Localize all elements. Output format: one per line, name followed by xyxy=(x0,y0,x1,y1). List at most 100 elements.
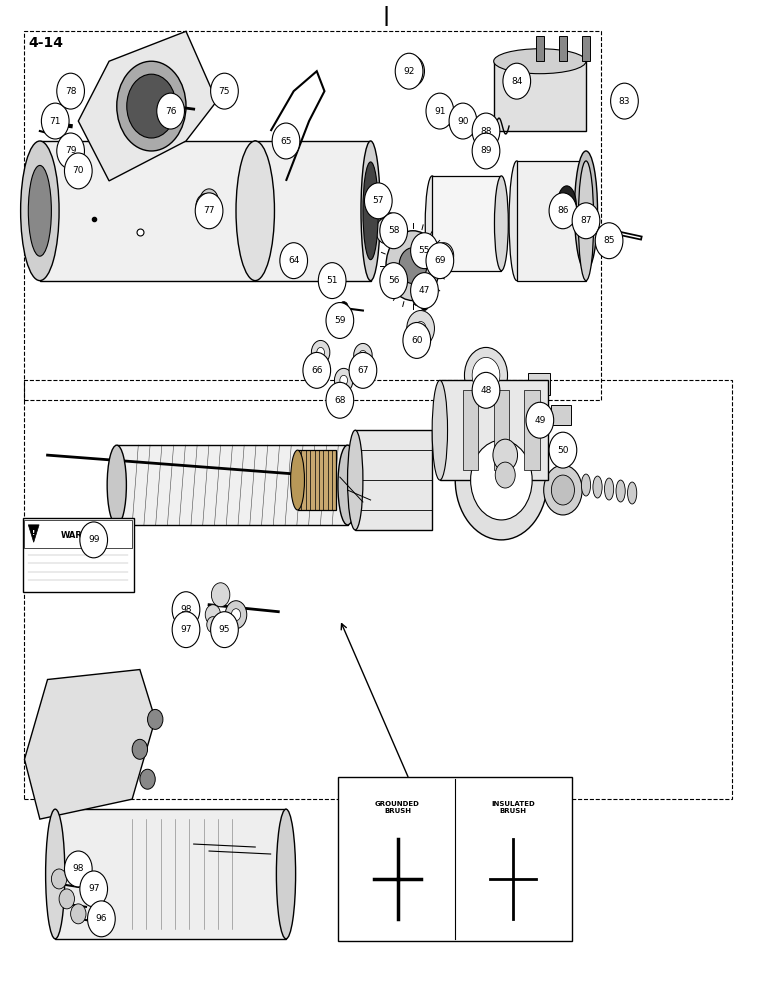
Circle shape xyxy=(57,133,84,169)
Circle shape xyxy=(65,153,92,189)
Circle shape xyxy=(147,709,163,729)
Bar xyxy=(516,161,586,281)
Circle shape xyxy=(303,352,330,388)
Text: 78: 78 xyxy=(65,87,76,96)
Circle shape xyxy=(334,368,353,392)
Text: 4-14: 4-14 xyxy=(29,36,63,50)
Circle shape xyxy=(211,612,239,648)
Ellipse shape xyxy=(46,809,65,939)
Circle shape xyxy=(80,871,107,907)
Ellipse shape xyxy=(509,161,524,281)
Circle shape xyxy=(380,213,400,239)
Circle shape xyxy=(426,93,454,129)
Text: 47: 47 xyxy=(418,286,430,295)
Text: 97: 97 xyxy=(88,884,100,893)
Circle shape xyxy=(42,103,69,139)
Circle shape xyxy=(311,340,330,364)
Ellipse shape xyxy=(604,478,614,500)
Text: 75: 75 xyxy=(218,87,230,96)
Ellipse shape xyxy=(363,162,378,260)
Polygon shape xyxy=(25,670,155,819)
Bar xyxy=(25,31,601,400)
Circle shape xyxy=(80,522,107,558)
Text: 67: 67 xyxy=(357,366,369,375)
Circle shape xyxy=(317,347,324,357)
Ellipse shape xyxy=(107,445,127,525)
Circle shape xyxy=(493,439,517,471)
Text: 99: 99 xyxy=(88,535,100,544)
Circle shape xyxy=(140,769,155,789)
Ellipse shape xyxy=(578,161,594,281)
Text: WARNING: WARNING xyxy=(61,531,107,540)
Ellipse shape xyxy=(245,141,265,281)
Circle shape xyxy=(380,213,408,249)
Ellipse shape xyxy=(574,151,598,271)
Ellipse shape xyxy=(628,482,637,504)
Ellipse shape xyxy=(494,176,508,271)
Text: INSULATED
BRUSH: INSULATED BRUSH xyxy=(491,801,535,814)
Circle shape xyxy=(65,851,92,887)
Ellipse shape xyxy=(616,480,625,502)
Circle shape xyxy=(543,465,582,515)
Circle shape xyxy=(572,203,600,239)
Circle shape xyxy=(279,243,307,279)
Circle shape xyxy=(157,93,185,129)
Circle shape xyxy=(503,63,530,99)
Ellipse shape xyxy=(290,450,304,510)
Ellipse shape xyxy=(236,141,275,281)
Bar xyxy=(440,380,547,480)
Circle shape xyxy=(205,605,221,625)
Bar xyxy=(25,520,132,548)
Circle shape xyxy=(349,352,377,388)
Text: 59: 59 xyxy=(334,316,346,325)
Text: 86: 86 xyxy=(557,206,569,215)
Circle shape xyxy=(211,73,239,109)
Circle shape xyxy=(207,617,219,633)
Bar xyxy=(256,141,371,281)
Text: 98: 98 xyxy=(73,864,84,873)
Text: 65: 65 xyxy=(280,136,292,145)
Text: 83: 83 xyxy=(618,97,630,106)
Text: 76: 76 xyxy=(165,107,176,116)
Circle shape xyxy=(195,193,223,229)
Circle shape xyxy=(205,195,214,207)
Circle shape xyxy=(318,263,346,299)
Circle shape xyxy=(472,133,499,169)
Circle shape xyxy=(386,221,394,231)
Circle shape xyxy=(172,612,200,648)
Text: 97: 97 xyxy=(180,625,191,634)
Circle shape xyxy=(382,226,390,236)
Circle shape xyxy=(364,183,392,219)
Circle shape xyxy=(225,601,247,629)
Text: 98: 98 xyxy=(180,605,191,614)
Circle shape xyxy=(200,189,218,213)
Text: 96: 96 xyxy=(96,914,107,923)
Text: 68: 68 xyxy=(334,396,346,405)
Circle shape xyxy=(326,382,354,418)
Text: 88: 88 xyxy=(480,127,492,136)
Text: 64: 64 xyxy=(288,256,300,265)
Ellipse shape xyxy=(338,445,357,525)
Circle shape xyxy=(132,739,147,759)
Circle shape xyxy=(376,218,396,244)
Circle shape xyxy=(411,233,438,269)
Bar xyxy=(559,36,567,61)
Text: 95: 95 xyxy=(218,625,230,634)
Circle shape xyxy=(386,231,440,301)
Ellipse shape xyxy=(493,49,586,74)
Circle shape xyxy=(449,103,477,139)
Ellipse shape xyxy=(581,474,591,496)
Bar xyxy=(117,445,347,525)
Circle shape xyxy=(413,296,421,306)
Text: 49: 49 xyxy=(534,416,546,425)
Circle shape xyxy=(549,432,577,468)
Circle shape xyxy=(232,609,241,621)
Ellipse shape xyxy=(432,380,448,480)
Bar xyxy=(582,36,590,61)
Ellipse shape xyxy=(593,476,602,498)
Circle shape xyxy=(472,113,499,149)
Bar xyxy=(297,450,336,510)
Circle shape xyxy=(52,869,66,889)
Text: 85: 85 xyxy=(604,236,615,245)
Circle shape xyxy=(212,583,230,607)
